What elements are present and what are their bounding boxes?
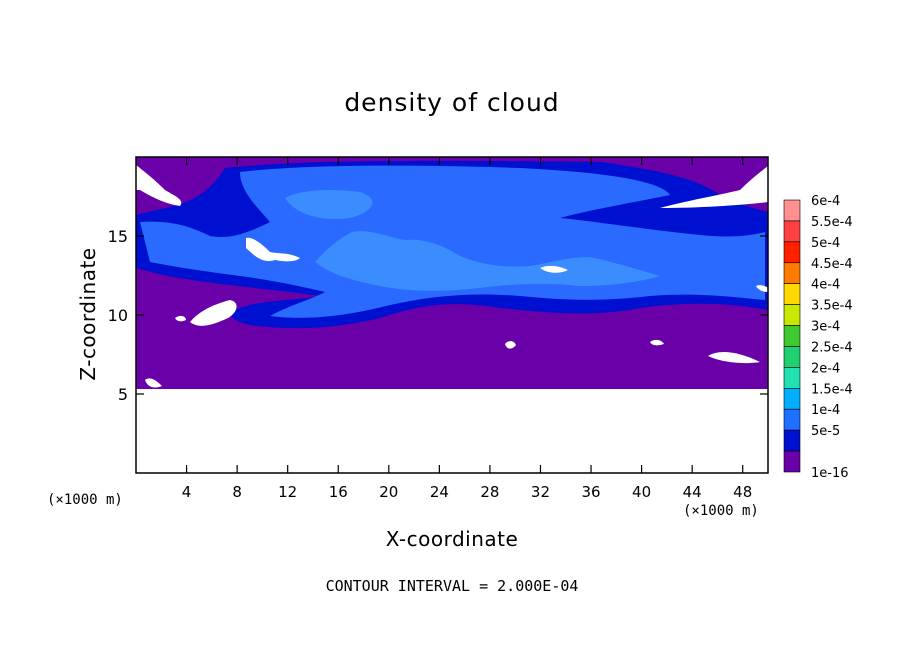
contour-1.5e-4: [315, 231, 660, 291]
x-tick-label: 20: [379, 483, 398, 501]
colorbar-label: 5e-4: [811, 236, 840, 251]
colorbar-swatch: [783, 241, 801, 264]
x-unit-right: (×1000 m): [683, 503, 759, 519]
x-tick-label: 48: [733, 483, 752, 501]
colorbar-swatch: [783, 367, 801, 389]
x-tick-label: 24: [430, 483, 449, 501]
x-tick-label: 28: [480, 483, 499, 501]
y-tick-label: 15: [108, 227, 128, 246]
colorbar-swatch: [783, 220, 801, 243]
colorbar-label: 2e-4: [811, 361, 840, 376]
colorbar-label: 3.5e-4: [811, 299, 853, 314]
contour-interval-note: CONTOUR INTERVAL = 2.000E-04: [325, 577, 579, 595]
y-axis: 5 10 15: [108, 227, 768, 404]
colorbar-label: 1e-16: [811, 466, 849, 481]
x-unit-left: (×1000 m): [47, 492, 123, 508]
colorbar-legend: 6e-4 5.5e-4 5e-4 4.5e-4 4e-4 3.5e-4 3e-4 2.5e-4…: [783, 194, 853, 481]
colorbar-label: 4e-4: [811, 278, 840, 293]
x-axis: 4 8 12 16 20 24 28 32 36 40 44 48: [182, 157, 752, 501]
colorbar-swatch: [783, 408, 801, 431]
colorbar-swatch: [783, 388, 801, 410]
colorbar-label: 5e-5: [811, 424, 840, 439]
colorbar-swatch: [783, 429, 801, 452]
y-axis-label: Z-coordinate: [76, 247, 100, 381]
colorbar-label: 1.5e-4: [811, 382, 853, 397]
density-field: [136, 157, 768, 473]
contour-1.5e-4-b: [285, 190, 373, 220]
colorbar-label: 1e-4: [811, 403, 840, 418]
x-tick-label: 8: [232, 483, 242, 501]
x-tick-label: 4: [182, 483, 192, 501]
x-tick-label: 40: [632, 483, 651, 501]
colorbar-label: 2.5e-4: [811, 340, 853, 355]
x-tick-label: 16: [329, 483, 348, 501]
y-tick-label: 5: [118, 385, 128, 404]
x-tick-label: 36: [581, 483, 600, 501]
y-tick-label: 10: [108, 306, 128, 325]
colorbar-label: 6e-4: [811, 194, 840, 209]
field-holes: [136, 165, 768, 388]
colorbar-swatch: [783, 325, 801, 347]
colorbar-swatch: [783, 346, 801, 368]
colorbar-swatch: [783, 199, 801, 222]
x-tick-label: 32: [531, 483, 550, 501]
no-data-region: [136, 389, 768, 473]
x-tick-label: 12: [278, 483, 297, 501]
chart-title: density of cloud: [344, 88, 560, 117]
contour-1e-4-b: [430, 174, 563, 204]
colorbar-swatch: [783, 262, 801, 284]
x-axis-label: X-coordinate: [385, 527, 519, 551]
colorbar-label: 3e-4: [811, 320, 840, 335]
x-tick-label: 44: [683, 483, 702, 501]
colorbar-swatch: [783, 304, 801, 326]
colorbar-swatch: [783, 450, 801, 473]
colorbar-label: 5.5e-4: [811, 215, 853, 230]
colorbar-label: 4.5e-4: [811, 257, 853, 272]
colorbar-swatch: [783, 283, 801, 305]
